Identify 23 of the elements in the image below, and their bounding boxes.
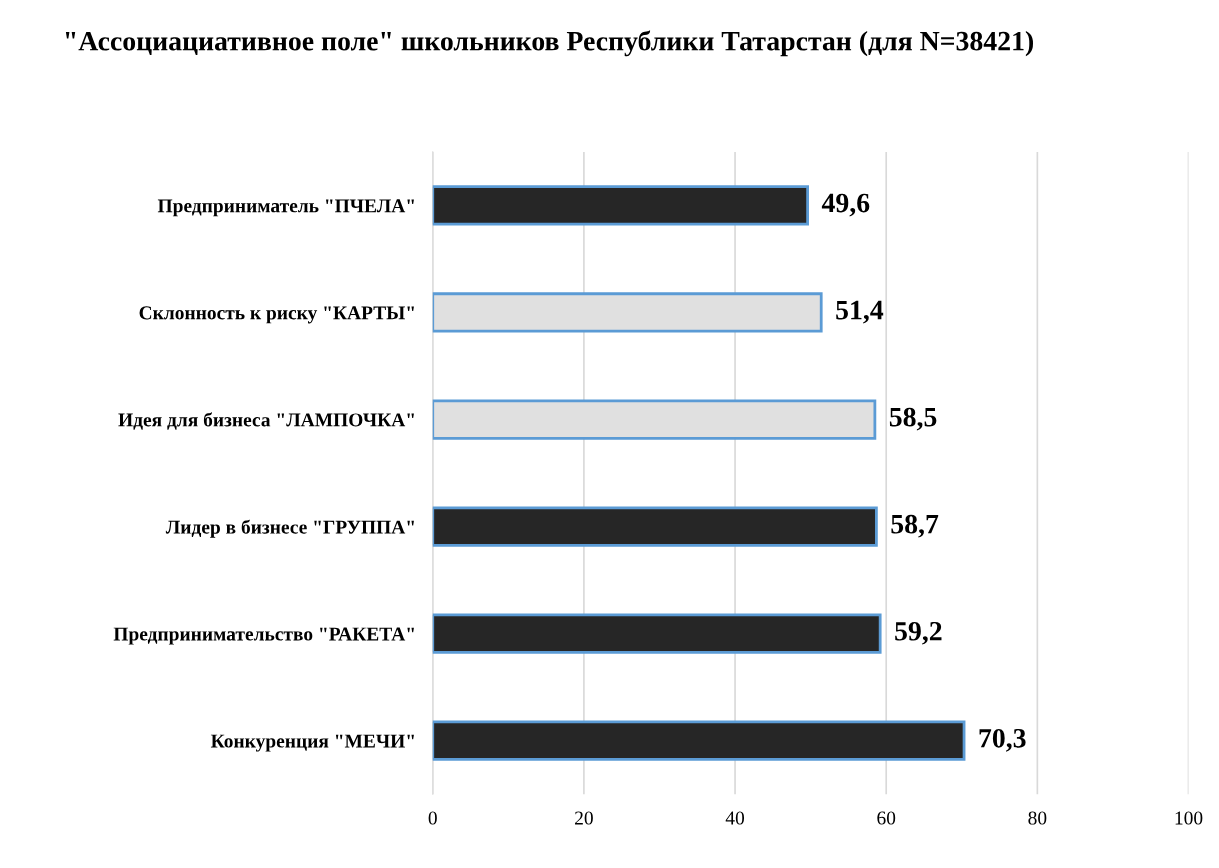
x-tick-label: 100: [1175, 811, 1203, 825]
data-label: 58,5: [889, 407, 937, 431]
y-tick-label: Предприниматель "ПЧЕЛА": [157, 199, 414, 217]
x-tick-label: 40: [725, 811, 745, 825]
bar: [432, 613, 882, 654]
data-label: 51,4: [836, 300, 884, 324]
bar: [432, 506, 878, 547]
data-label: 70,3: [979, 728, 1026, 752]
chart-title: "Ассоциациативное поле" школьников Республики Татарстан (для N=38421): [65, 30, 1033, 57]
x-tick-label: 20: [575, 811, 593, 825]
y-tick-label: Идея для бизнеса "ЛАМПОЧКА": [118, 412, 414, 430]
x-tick-label: 80: [1028, 811, 1047, 825]
y-tick-label: Предпринимательство "РАКЕТА": [113, 627, 414, 645]
data-label: 49,6: [821, 193, 870, 217]
x-tick-label: 60: [877, 811, 896, 825]
bar: [432, 185, 809, 226]
data-label: 58,7: [891, 514, 939, 538]
x-tick-label: 0: [428, 811, 437, 825]
y-tick-label: Конкуренция "МЕЧИ": [210, 734, 414, 752]
bar: [432, 720, 966, 761]
y-tick-label: Склонность к риску "КАРТЫ": [139, 306, 414, 324]
data-label: 59,2: [895, 621, 942, 645]
y-tick-label: Лидер в бизнесе "ГРУППА": [165, 519, 414, 538]
